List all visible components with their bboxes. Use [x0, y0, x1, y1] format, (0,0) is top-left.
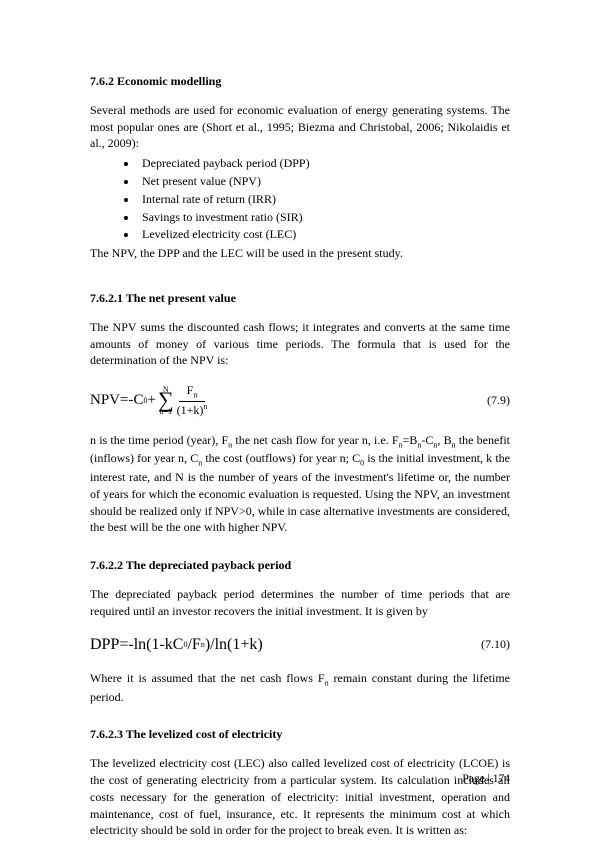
body-7622: Where it is assumed that the net cash fl…	[90, 670, 510, 705]
equation-7-10: DPP=-ln(1-kC0/Fn)/ln(1+k) (7.10)	[90, 634, 510, 656]
bullet-item: Internal rate of return (IRR)	[138, 191, 510, 208]
heading-762: 7.6.2 Economic modelling	[90, 73, 510, 90]
bullet-item: Depreciated payback period (DPP)	[138, 155, 510, 172]
body-7621: n is the time period (year), Fn the net …	[90, 432, 510, 536]
fden-a: (1+k)	[177, 403, 204, 417]
eq-lhs: NPV=-C	[90, 390, 143, 411]
intro-7622: The depreciated payback period determine…	[90, 586, 510, 620]
page-footer: Page | 174	[462, 771, 510, 787]
fden-sup: n	[203, 402, 207, 411]
heading-7621: 7.6.2.1 The net present value	[90, 290, 510, 307]
closing-762: The NPV, the DPP and the LEC will be use…	[90, 245, 510, 262]
fraction-num: Fn	[179, 384, 206, 402]
fraction: Fn (1+k)n	[177, 384, 208, 416]
eq-plus: +	[147, 390, 155, 411]
heading-7623: 7.6.2.3 The levelized cost of electricit…	[90, 726, 510, 743]
fnum-sub: n	[193, 391, 197, 400]
bullet-item: Savings to investment ratio (SIR)	[138, 209, 510, 226]
heading-7622: 7.6.2.2 The depreciated payback period	[90, 557, 510, 574]
bullet-list: Depreciated payback period (DPP) Net pre…	[90, 155, 510, 243]
sigma-bot: n=1	[160, 408, 173, 416]
eq2-a: DPP=-ln(1-kC	[90, 634, 183, 656]
equation-number: (7.9)	[487, 392, 510, 409]
intro-762: Several methods are used for economic ev…	[90, 102, 510, 152]
bullet-item: Levelized electricity cost (LEC)	[138, 226, 510, 243]
eq2-mid: /F	[187, 634, 200, 656]
bullet-item: Net present value (NPV)	[138, 173, 510, 190]
fraction-den: (1+k)n	[177, 402, 208, 417]
intro-7623: The levelized electricity cost (LEC) als…	[90, 755, 510, 839]
equation-7-10-formula: DPP=-ln(1-kC0/Fn)/ln(1+k)	[90, 634, 263, 656]
equation-7-9-formula: NPV=-C0 + N ∑ n=1 Fn (1+k)n	[90, 383, 208, 418]
intro-7621: The NPV sums the discounted cash flows; …	[90, 319, 510, 369]
sigma-top: N	[163, 386, 169, 394]
sigma-icon: N ∑ n=1	[158, 383, 174, 418]
equation-number: (7.10)	[481, 636, 510, 653]
eq2-tail: )/ln(1+k)	[205, 634, 263, 656]
equation-7-9: NPV=-C0 + N ∑ n=1 Fn (1+k)n (7.9)	[90, 383, 510, 418]
